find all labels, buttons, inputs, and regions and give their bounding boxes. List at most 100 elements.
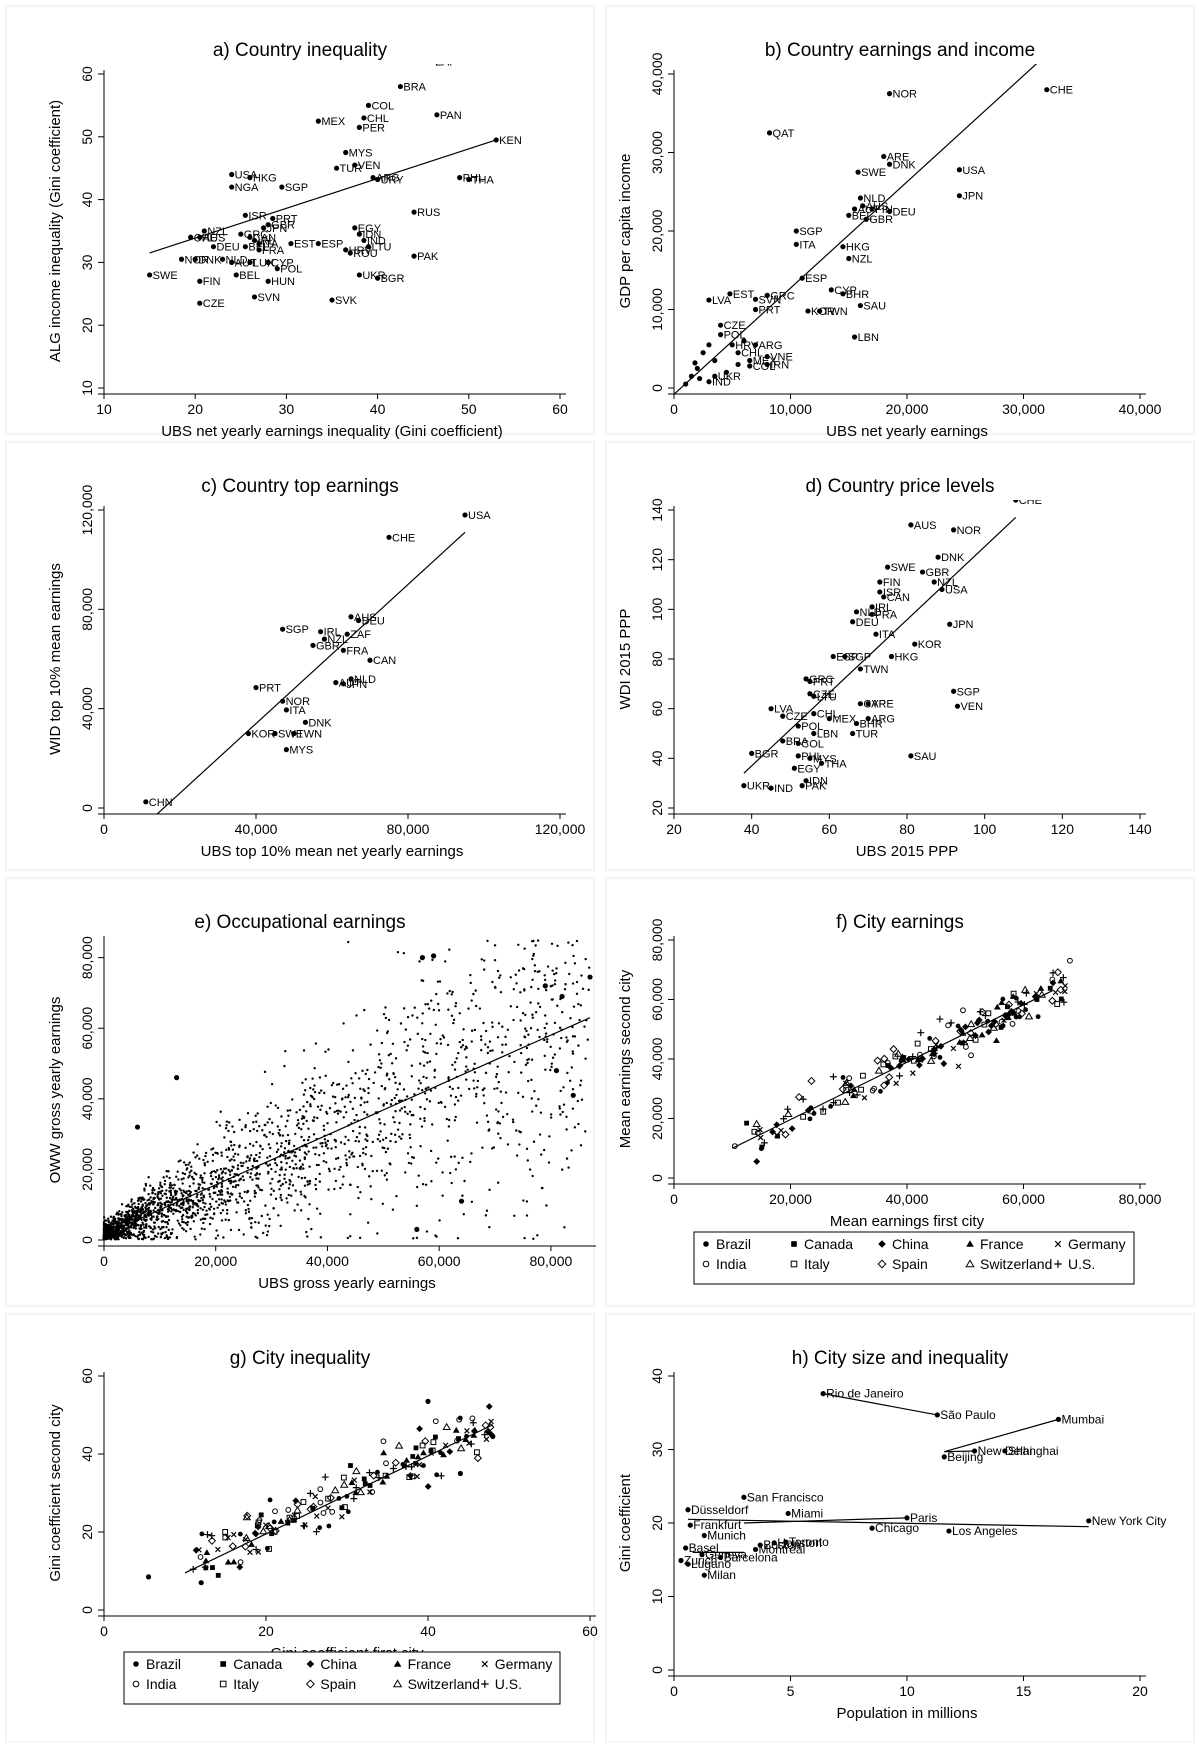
data-point xyxy=(532,954,535,957)
data-point xyxy=(192,1182,195,1185)
data-point xyxy=(449,1094,453,1097)
data-point xyxy=(425,1076,428,1080)
data-point xyxy=(886,208,893,214)
point-label: POL xyxy=(801,721,823,733)
data-point xyxy=(313,1084,316,1087)
data-point xyxy=(143,1189,146,1192)
data-point xyxy=(219,1211,223,1215)
data-point xyxy=(373,1071,377,1074)
data-point xyxy=(159,1227,162,1231)
data-point xyxy=(163,1214,166,1217)
data-point xyxy=(350,1495,358,1503)
data-point xyxy=(327,1188,330,1191)
data-point xyxy=(349,1213,352,1216)
data-point xyxy=(380,1041,384,1045)
data-point xyxy=(363,1126,367,1129)
data-point xyxy=(575,939,579,943)
data-point xyxy=(356,1185,359,1189)
data-point xyxy=(280,1198,283,1202)
data-point xyxy=(757,1126,763,1133)
data-point xyxy=(494,1075,498,1079)
data-point xyxy=(301,1115,304,1118)
data-point xyxy=(223,1167,226,1170)
data-point xyxy=(326,1523,332,1529)
data-point xyxy=(233,1172,237,1176)
data-point xyxy=(1023,1007,1028,1013)
data-point xyxy=(497,1110,500,1113)
data-point xyxy=(910,1070,916,1076)
data-point xyxy=(147,1225,151,1228)
data-point xyxy=(152,1196,155,1200)
data-point xyxy=(177,1209,180,1213)
data-point xyxy=(820,1391,826,1397)
data-point xyxy=(403,1105,406,1109)
point-label: POL xyxy=(724,330,746,342)
data-point xyxy=(184,1163,188,1167)
data-point xyxy=(113,1235,117,1239)
point-label: LTU xyxy=(817,691,837,703)
data-point xyxy=(179,1224,182,1227)
data-point xyxy=(204,1202,207,1205)
data-point xyxy=(272,730,278,737)
data-point xyxy=(778,1127,784,1134)
data-point xyxy=(198,1157,201,1160)
data-point xyxy=(157,1187,161,1190)
data-point xyxy=(226,1199,229,1202)
data-point xyxy=(937,1054,943,1060)
point-label: GBR xyxy=(926,567,950,579)
point-label: Boston xyxy=(763,1538,800,1552)
data-point xyxy=(395,1194,398,1198)
data-point xyxy=(498,1122,502,1125)
data-point xyxy=(376,1137,380,1141)
data-point xyxy=(545,1204,548,1207)
data-point xyxy=(317,1525,323,1531)
data-point xyxy=(314,1188,318,1191)
point-label: COL xyxy=(753,361,776,373)
data-point xyxy=(313,1513,320,1519)
data-point xyxy=(406,1152,410,1155)
data-point xyxy=(258,1125,261,1128)
data-point xyxy=(561,1110,564,1114)
point-label: VNE xyxy=(770,352,793,364)
data-point xyxy=(233,1159,236,1162)
data-point xyxy=(757,1134,764,1141)
data-point xyxy=(277,1180,280,1183)
data-point xyxy=(438,1219,441,1222)
data-point xyxy=(352,225,358,231)
point-label: ZAF xyxy=(350,629,371,641)
data-point xyxy=(246,1155,249,1158)
data-point xyxy=(575,992,579,996)
data-point xyxy=(291,1159,294,1163)
legend-marker xyxy=(392,1679,403,1688)
x-tick-label: 0 xyxy=(100,1253,108,1269)
data-point xyxy=(583,1025,586,1028)
data-point xyxy=(485,1209,489,1212)
point-label: DNK xyxy=(308,717,332,729)
data-point xyxy=(194,1238,197,1241)
data-point xyxy=(165,1234,168,1237)
data-point xyxy=(542,983,548,989)
point-label: SGP xyxy=(848,652,871,664)
data-point xyxy=(263,1133,266,1137)
data-point xyxy=(167,1228,171,1232)
data-point xyxy=(162,1176,165,1179)
point-label: IRL xyxy=(257,235,274,247)
data-point xyxy=(265,278,271,284)
point-label: GBR xyxy=(271,220,295,232)
point-label: SVK xyxy=(335,295,358,307)
data-point xyxy=(268,1117,271,1121)
y-tick-label: 80 xyxy=(649,651,665,667)
data-point xyxy=(288,1139,291,1142)
data-point xyxy=(201,1180,204,1184)
y-tick-label: 120,000 xyxy=(79,484,95,535)
data-point xyxy=(486,1051,490,1055)
data-point xyxy=(519,1019,522,1022)
data-point xyxy=(191,1206,194,1209)
data-point xyxy=(263,1070,267,1074)
data-point xyxy=(274,266,280,272)
data-point xyxy=(784,1105,792,1113)
point-label: IDN xyxy=(809,776,828,788)
data-point xyxy=(196,1208,200,1212)
data-point xyxy=(432,1008,436,1012)
